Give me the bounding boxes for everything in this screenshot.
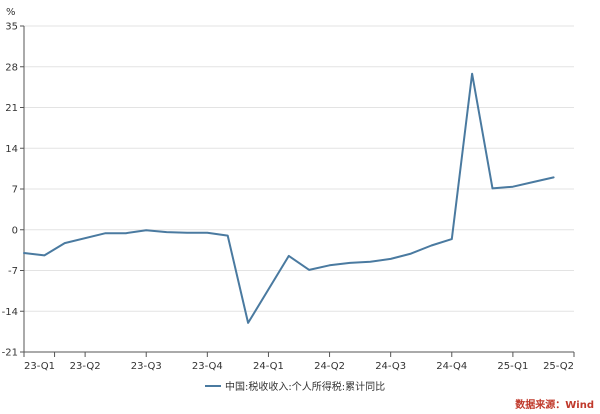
x-tick-label: 24-Q1 bbox=[253, 361, 284, 372]
y-axis-unit-label: % bbox=[6, 7, 16, 18]
source-label: 数据来源：Wind bbox=[515, 398, 594, 411]
grid-lines bbox=[24, 25, 574, 353]
y-tick-label: -7 bbox=[8, 266, 18, 277]
y-tick-label: 0 bbox=[12, 225, 18, 236]
y-tick-labels: 35 28 21 14 7 0 -7 -14 -21 bbox=[2, 22, 24, 359]
y-tick-label: 7 bbox=[12, 185, 18, 196]
y-tick-label: 35 bbox=[5, 22, 18, 33]
y-tick-label: -14 bbox=[2, 307, 18, 318]
series-layer bbox=[23, 72, 555, 324]
x-tick-label: 25-Q2 bbox=[543, 361, 574, 372]
y-tick-label: 28 bbox=[5, 62, 18, 73]
x-tick-label: 23-Q1 bbox=[24, 361, 55, 372]
legend: 中国:税收收入:个人所得税:累计同比 bbox=[205, 380, 385, 393]
y-tick-label: 14 bbox=[5, 144, 18, 155]
y-tick-label: -21 bbox=[2, 348, 18, 359]
x-tick-label: 23-Q3 bbox=[131, 361, 162, 372]
x-tick-labels: 23-Q1 23-Q2 23-Q3 23-Q4 24-Q1 24-Q2 24-Q3 24-Q4… bbox=[23, 352, 575, 372]
legend-label: 中国:税收收入:个人所得税:累计同比 bbox=[225, 380, 385, 393]
x-tick-label: 23-Q4 bbox=[192, 361, 223, 372]
x-tick-label: 24-Q2 bbox=[314, 361, 345, 372]
x-tick-label: 24-Q4 bbox=[436, 361, 467, 372]
x-tick-label: 23-Q2 bbox=[70, 361, 101, 372]
x-tick-label: 25-Q1 bbox=[497, 361, 528, 372]
series-line bbox=[23, 72, 555, 324]
y-tick-label: 21 bbox=[5, 103, 18, 114]
x-tick-label: 24-Q3 bbox=[375, 361, 406, 372]
